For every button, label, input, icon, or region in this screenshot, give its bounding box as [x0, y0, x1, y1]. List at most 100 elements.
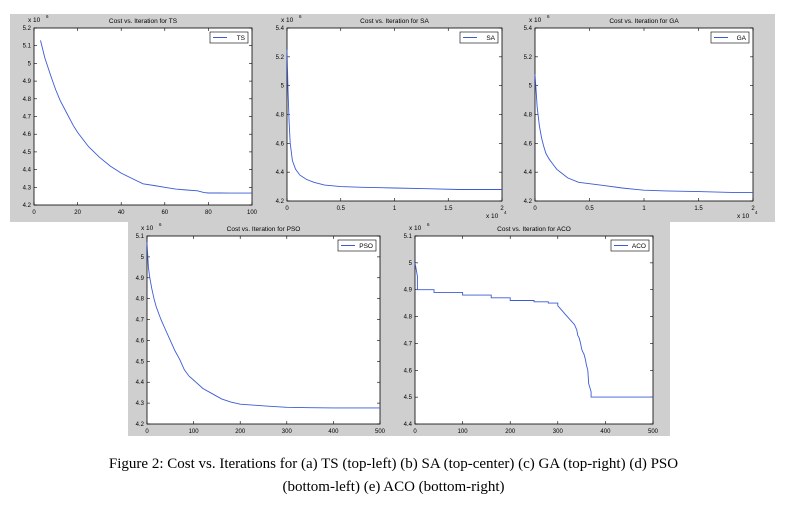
- legend-box: [209, 31, 249, 44]
- y-tick-label: 4.4: [524, 170, 533, 176]
- figure: Cost vs. Iteration for TS x 10 6 4.2 4.3 4.4 4…: [10, 14, 775, 436]
- plot-area: [414, 235, 654, 425]
- legend: PSO: [337, 239, 377, 252]
- legend-label: ACO: [632, 243, 646, 250]
- y-tick-label: 4.6: [136, 338, 145, 344]
- plot-area: [33, 27, 253, 206]
- legend-box: [710, 31, 750, 44]
- y-tick-label: 4.9: [23, 79, 32, 85]
- y-tick-label: 4.6: [404, 368, 413, 374]
- y-tick-label: 4.6: [23, 132, 32, 138]
- y-tick-label: 5.4: [524, 26, 533, 32]
- chart-panel-2: Cost vs. Iteration for SA x 10 6 x 10 4 4.2 4.…: [265, 14, 511, 222]
- x-tick-label: 200: [235, 429, 246, 435]
- y-exponent-label: x 10: [409, 225, 422, 232]
- x-tick-label: 100: [247, 210, 258, 216]
- y-tick-label: 4.3: [23, 185, 32, 191]
- y-tick-label: 5.4: [276, 26, 285, 32]
- plot-area: [146, 235, 381, 425]
- x-exponent-value: 4: [755, 210, 758, 215]
- y-tick-label: 4.4: [136, 380, 145, 386]
- y-tick-label: 4.2: [276, 199, 285, 205]
- y-tick-label: 4.5: [23, 150, 32, 156]
- caption-line-2: (bottom-left) (e) ACO (bottom-right): [282, 479, 505, 495]
- x-tick-label: 100: [458, 429, 469, 435]
- y-tick-label: 4.4: [23, 168, 32, 174]
- x-tick-label: 1: [642, 206, 646, 212]
- y-tick-label: 5: [28, 61, 32, 67]
- y-tick-label: 4.7: [136, 318, 145, 324]
- y-tick-label: 5.2: [23, 26, 32, 32]
- series-line-pso: [146, 242, 380, 409]
- y-exponent-value: 6: [159, 222, 162, 227]
- x-exponent-value: 4: [504, 210, 507, 215]
- y-tick-label: 5: [281, 84, 285, 90]
- y-exponent-value: 6: [46, 14, 49, 19]
- x-tick-label: 0.5: [585, 206, 594, 212]
- chart-panel-1: Cost vs. Iteration for TS x 10 6 4.2 4.3 4.4 4…: [10, 14, 265, 222]
- y-tick-label: 4.2: [136, 422, 145, 428]
- series-line-aco: [414, 262, 653, 398]
- x-tick-label: 300: [553, 429, 564, 435]
- x-tick-label: 200: [505, 429, 516, 435]
- y-tick-label: 4.8: [23, 97, 32, 103]
- y-tick-label: 4.3: [136, 401, 145, 407]
- x-tick-label: 0.5: [337, 206, 346, 212]
- chart-title: Cost vs. Iteration for GA: [609, 18, 679, 25]
- y-tick-label: 4.5: [404, 395, 413, 401]
- y-tick-label: 5.2: [524, 55, 533, 61]
- y-exponent-label: x 10: [28, 17, 41, 24]
- y-exponent-value: 6: [427, 222, 430, 227]
- y-tick-label: 5.2: [276, 55, 285, 61]
- caption-line-1: Figure 2: Cost vs. Iterations for (a) TS…: [108, 456, 679, 472]
- y-tick-label: 4.6: [524, 141, 533, 147]
- y-tick-label: 4.7: [23, 115, 32, 121]
- x-tick-label: 2: [751, 206, 755, 212]
- chart-panel-3: Cost vs. Iteration for GA x 10 6 x 10 4 4.2 4.…: [511, 14, 775, 222]
- figure-caption: Figure 2: Cost vs. Iterations for (a) TS…: [0, 453, 787, 499]
- y-tick-label: 4.6: [276, 141, 285, 147]
- legend: GA: [710, 31, 750, 44]
- x-exponent-label: x 10: [486, 213, 499, 220]
- plot-area: [534, 27, 754, 202]
- y-tick-label: 4.2: [524, 199, 533, 205]
- x-tick-label: 0: [413, 429, 417, 435]
- x-tick-label: 300: [282, 429, 293, 435]
- legend-box: [459, 31, 499, 44]
- legend-box: [610, 239, 650, 252]
- y-exponent-label: x 10: [529, 17, 542, 24]
- y-tick-label: 5: [529, 84, 533, 90]
- chart-panel-4: Cost vs. Iteration for PSO x 10 6 4.2 4.3 4.4…: [128, 222, 389, 436]
- series-line-ts: [40, 40, 252, 194]
- chart-title: Cost vs. Iteration for PSO: [227, 226, 301, 233]
- x-tick-label: 1: [393, 206, 397, 212]
- y-tick-label: 4.8: [276, 113, 285, 119]
- y-tick-label: 4.8: [404, 315, 413, 321]
- chart-title: Cost vs. Iteration for SA: [360, 18, 429, 25]
- legend-label: PSO: [359, 243, 373, 250]
- y-tick-label: 4.8: [524, 113, 533, 119]
- series-line-sa: [286, 49, 502, 190]
- y-tick-label: 5.1: [23, 44, 32, 50]
- x-tick-label: 400: [600, 429, 611, 435]
- x-tick-label: 0: [145, 429, 149, 435]
- x-exponent-label: x 10: [737, 213, 750, 220]
- y-tick-label: 4.9: [136, 276, 145, 282]
- y-tick-label: 5.1: [136, 234, 145, 240]
- x-tick-label: 20: [74, 210, 81, 216]
- y-tick-label: 5: [409, 261, 413, 267]
- x-tick-label: 100: [189, 429, 200, 435]
- x-tick-label: 500: [375, 429, 386, 435]
- x-tick-label: 2: [500, 206, 504, 212]
- legend-box: [337, 239, 377, 252]
- legend: ACO: [610, 239, 650, 252]
- chart-title: Cost vs. Iteration for TS: [109, 18, 178, 25]
- x-tick-label: 1.5: [444, 206, 453, 212]
- legend-label: TS: [237, 35, 246, 42]
- y-tick-label: 4.4: [276, 170, 285, 176]
- series-line-ga: [534, 74, 753, 193]
- x-tick-label: 40: [118, 210, 125, 216]
- y-tick-label: 4.2: [23, 203, 32, 209]
- chart-title: Cost vs. Iteration for ACO: [497, 226, 571, 233]
- chart-panel-5: Cost vs. Iteration for ACO x 10 6 4.4 4.5 4.6…: [389, 222, 670, 436]
